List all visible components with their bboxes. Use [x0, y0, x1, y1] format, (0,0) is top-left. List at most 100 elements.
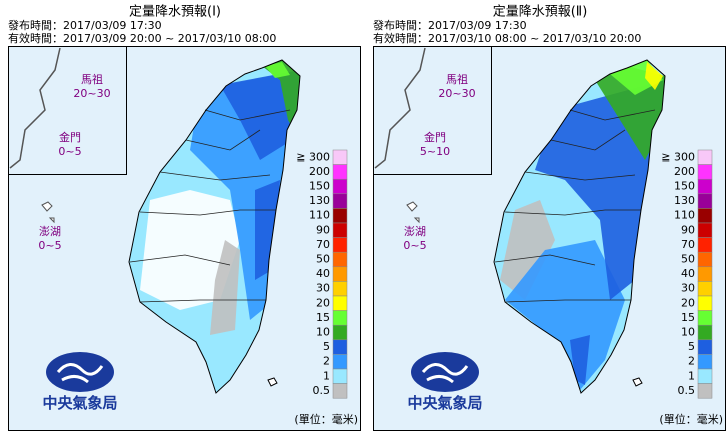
inset-frame: [373, 46, 492, 175]
legend-label: 5: [323, 340, 330, 353]
legend-label: 20: [316, 296, 330, 309]
legend-label: 110: [309, 209, 330, 222]
legend-swatch: [697, 149, 713, 165]
legend-label: 15: [681, 311, 695, 324]
rain-area: [500, 200, 555, 300]
legend-label: 0.5: [313, 384, 331, 397]
rain-area: [265, 62, 290, 78]
legend-label: 70: [316, 238, 330, 251]
logo-swirl: [56, 363, 104, 384]
legend-swatch: [332, 149, 348, 165]
legend-swatch: [697, 281, 713, 297]
legend-swatch: [697, 339, 713, 355]
legend-label: 10: [316, 326, 330, 339]
rain-areas: [500, 60, 665, 390]
legend-label: ≧ 300: [661, 150, 695, 163]
legend-label: 40: [681, 267, 695, 280]
island-name: 馬祖: [81, 72, 103, 86]
rain-area: [262, 60, 300, 135]
legend-label: 70: [681, 238, 695, 251]
taiwan-outline: [128, 59, 301, 394]
legend-swatch: [697, 310, 713, 326]
legend-label: 110: [674, 209, 695, 222]
unit-label: (單位：毫米): [294, 412, 358, 426]
issue-time: 發布時間：2017/03/09 17:30: [373, 18, 527, 32]
legend-label: 130: [674, 194, 695, 207]
valid-time: 有效時間：2017/03/10 08:00 ~ 2017/03/10 20:00: [373, 31, 641, 45]
issue-time: 發布時間：2017/03/09 17:30: [8, 18, 162, 32]
legend-label: 130: [309, 194, 330, 207]
legend-swatch: [332, 295, 348, 311]
legend-label: 200: [674, 165, 695, 178]
legend-swatch: [697, 251, 713, 268]
valid-time: 有效時間：2017/03/09 20:00 ~ 2017/03/10 08:00: [8, 31, 276, 45]
logo: [46, 352, 114, 392]
island-name: 馬祖: [446, 72, 468, 86]
legend-label: 20: [681, 296, 695, 309]
inset-frame: [8, 46, 127, 175]
logo: [411, 352, 479, 392]
legend-swatch: [697, 164, 713, 180]
legend-swatch: [332, 368, 348, 384]
legend-swatch: [697, 383, 713, 399]
legend-label: 50: [316, 253, 330, 266]
rain-area: [595, 66, 665, 160]
legend-label: 10: [681, 326, 695, 339]
legend-label: 30: [316, 282, 330, 295]
legend-label: 50: [681, 253, 695, 266]
legend-swatch: [332, 324, 348, 341]
island-range: 20~30: [73, 87, 110, 100]
legend-swatch: [332, 208, 348, 224]
rain-area: [570, 335, 590, 385]
rain-area: [210, 240, 240, 335]
island-name: 澎湖: [39, 225, 61, 238]
legend-label: 90: [681, 223, 695, 236]
logo-swirl: [421, 363, 469, 384]
legend-swatch: [697, 354, 713, 370]
island-range: 0~5: [403, 239, 426, 252]
island-name: 金門: [59, 130, 81, 144]
legend-swatch: [697, 295, 713, 311]
legend-swatch: [332, 164, 348, 180]
agency-name: 中央氣象局: [42, 394, 117, 412]
county-borders: [494, 109, 656, 303]
island-range: 5~10: [420, 145, 450, 158]
legend-swatch: [332, 222, 348, 238]
island-range: 0~5: [38, 239, 61, 252]
legend-label: 0.5: [678, 384, 696, 397]
legend-swatch: [332, 237, 348, 253]
legend-swatch: [697, 324, 713, 341]
legend-label: 2: [688, 355, 695, 368]
island-range: 0~5: [58, 145, 81, 158]
legend-label: 5: [688, 340, 695, 353]
legend-swatch: [332, 339, 348, 355]
legend-label: 1: [688, 369, 695, 382]
legend-label: ≧ 300: [296, 150, 330, 163]
legend-label: 40: [316, 267, 330, 280]
rain-area: [255, 180, 280, 280]
coastline: [374, 47, 426, 169]
legend-swatch: [332, 281, 348, 297]
legend-swatch: [697, 222, 713, 238]
legend-swatch: [332, 251, 348, 268]
legend-label: 1: [323, 369, 330, 382]
county-borders: [129, 109, 291, 303]
legend-label: 2: [323, 355, 330, 368]
panel-title: 定量降水預報(Ⅰ): [129, 5, 221, 20]
legend-label: 90: [316, 223, 330, 236]
island: [41, 201, 55, 224]
island: [406, 201, 420, 224]
rain-area: [645, 62, 663, 90]
legend-swatch: [697, 237, 713, 253]
legend-swatch: [332, 178, 348, 195]
forecast-panel: 定量降水預報(Ⅱ)發布時間：2017/03/09 17:30有效時間：2017/…: [373, 5, 726, 431]
legend-swatch: [697, 193, 713, 209]
forecast-panel: 定量降水預報(Ⅰ)發布時間：2017/03/09 17:30有效時間：2017/…: [8, 5, 361, 431]
taiwan-outline: [493, 59, 666, 394]
legend-label: 15: [316, 311, 330, 324]
legend-swatch: [697, 266, 713, 282]
legend-swatch: [697, 208, 713, 224]
island-name: 澎湖: [404, 225, 426, 238]
legend-swatch: [332, 193, 348, 209]
